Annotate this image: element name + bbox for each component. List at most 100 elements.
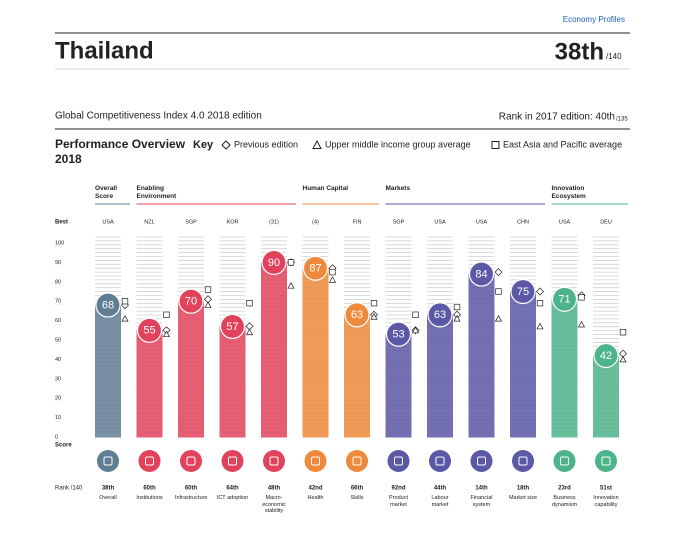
marker-square (329, 268, 336, 276)
pillar-icon-glyph (228, 456, 237, 466)
pillar-icon-glyph (269, 456, 279, 466)
score-circle (344, 302, 370, 328)
marker-triangle (204, 301, 212, 308)
pillar-icon-glyph (394, 456, 403, 466)
bar (344, 314, 370, 438)
marker-triangle (577, 320, 586, 328)
marker-square (287, 259, 295, 266)
marker-square (495, 288, 502, 295)
bar (302, 268, 329, 438)
pillar-icon (180, 450, 202, 472)
chart-title: Performance Overview 2018 (55, 137, 186, 166)
pillar-name: Business dynamism (551, 495, 578, 508)
marker-square (453, 303, 461, 311)
bar (385, 334, 412, 438)
pillar-icon-glyph (560, 456, 569, 466)
pillar-name: Product market (389, 495, 408, 508)
best-label: SGP (185, 219, 197, 225)
legend-label: East Asia and Pacific average (503, 139, 622, 149)
marker-triangle (287, 281, 295, 289)
group-label: Markets (385, 185, 411, 192)
score-label: 71 (558, 294, 570, 306)
rank: 38th (555, 38, 604, 65)
score-circle (593, 342, 619, 369)
pillar-icon (470, 450, 493, 472)
rank: 42nd (308, 486, 322, 492)
legend-square (491, 141, 500, 149)
rank: 23rd (558, 486, 571, 492)
y-tick-label: 20 (55, 396, 61, 402)
pillar-icon-glyph (311, 456, 320, 466)
marker-diamond (536, 287, 544, 296)
pillar-icon (387, 450, 410, 472)
best-label: Best (55, 220, 68, 226)
marker-triangle (494, 314, 503, 322)
prev-rank-of: /135 (616, 117, 628, 123)
legend-diamond (221, 140, 231, 150)
pillar-name: Financial system (470, 495, 493, 508)
score-label: 63 (434, 309, 446, 321)
y-tick-label: 0 (55, 434, 58, 440)
marker-triangle (121, 314, 129, 322)
rank: 44th (434, 486, 447, 492)
rank-of: /140 (606, 52, 622, 61)
rank: 38th (102, 486, 115, 492)
bar (468, 274, 495, 438)
score-label: 87 (309, 263, 321, 275)
y-tick-label: 90 (55, 260, 61, 266)
score-circle (219, 313, 246, 340)
bar (136, 330, 163, 438)
marker-triangle (370, 312, 378, 320)
score-circle (468, 261, 495, 287)
score-circle (385, 321, 412, 347)
best-label: (4) (312, 219, 319, 225)
best-label: USA (434, 219, 446, 225)
marker-square (370, 299, 378, 307)
marker-triangle (162, 330, 171, 338)
pillar-icon-glyph (435, 456, 445, 466)
pillar-name: Skills (350, 495, 364, 501)
rank: 48th (268, 486, 281, 492)
pillar-icon (304, 450, 327, 472)
marker-square (619, 329, 627, 336)
y-tick-label: 40 (55, 357, 61, 363)
best-label: NZL (144, 219, 154, 225)
group-label: Innovation Ecosystem (551, 185, 586, 200)
marker-triangle (328, 276, 337, 283)
pillar-icon-glyph (518, 456, 528, 466)
score-label: 68 (102, 299, 114, 311)
rank: 51st (600, 486, 612, 492)
group-label: Human Capital (302, 185, 349, 192)
y-tick-label: 100 (55, 240, 64, 246)
rank: 14th (475, 486, 488, 492)
pillar-name: Market size (508, 495, 538, 501)
pillar-name: Health (307, 495, 324, 501)
best-label: SGP (393, 219, 405, 225)
pillar-icon (263, 450, 285, 472)
pillar-icon (553, 450, 576, 472)
bar (178, 301, 204, 438)
prev-rank: Rank in 2017 edition: 40th (499, 112, 615, 123)
pillar-name: Innovation capability (593, 495, 619, 508)
pillar-icon (97, 450, 119, 472)
pillar-icon (429, 450, 451, 472)
score-label: 90 (268, 257, 280, 269)
edition: Global Competitiveness Index 4.0 2018 ed… (55, 111, 262, 122)
best-label: CHN (517, 219, 529, 225)
marker-square (163, 311, 170, 318)
pillar-icon (138, 450, 161, 472)
score-label: 70 (185, 296, 197, 308)
pillar-icon (512, 450, 534, 472)
best-label: DEU (600, 219, 612, 225)
score-label: 75 (517, 286, 529, 298)
score-circle (95, 292, 121, 318)
pillar-icon-glyph (352, 456, 362, 466)
bar (510, 291, 536, 438)
y-tick-label: 80 (55, 279, 61, 285)
score-label: 57 (226, 321, 238, 333)
score-label: 84 (475, 268, 487, 280)
marker-triangle (411, 326, 420, 334)
bar (551, 299, 578, 438)
